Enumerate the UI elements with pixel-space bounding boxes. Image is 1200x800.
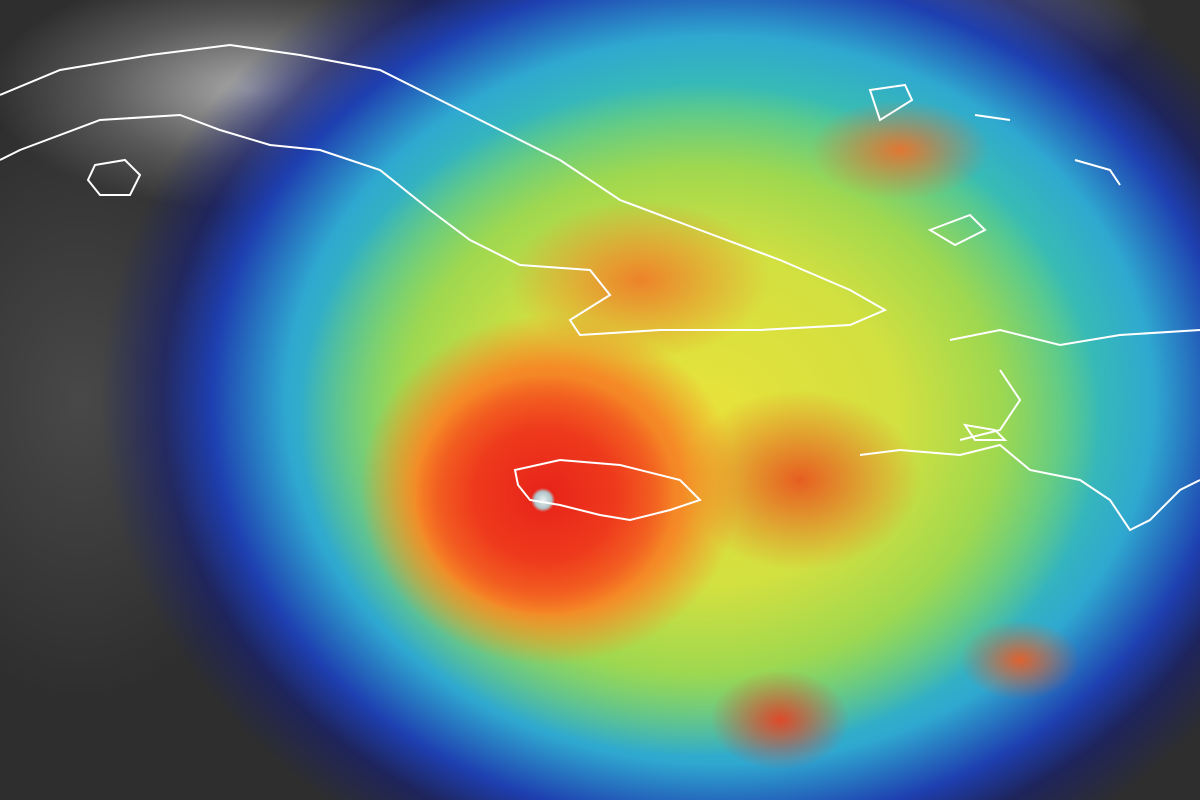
bahamas-coastline — [868, 83, 1121, 247]
gonave-island-coastline — [962, 423, 1008, 441]
isle-of-youth-coastline — [86, 158, 142, 196]
jamaica-coastline — [513, 458, 702, 522]
cuba-coastline — [0, 43, 888, 337]
hispaniola-coastline — [859, 328, 1200, 532]
